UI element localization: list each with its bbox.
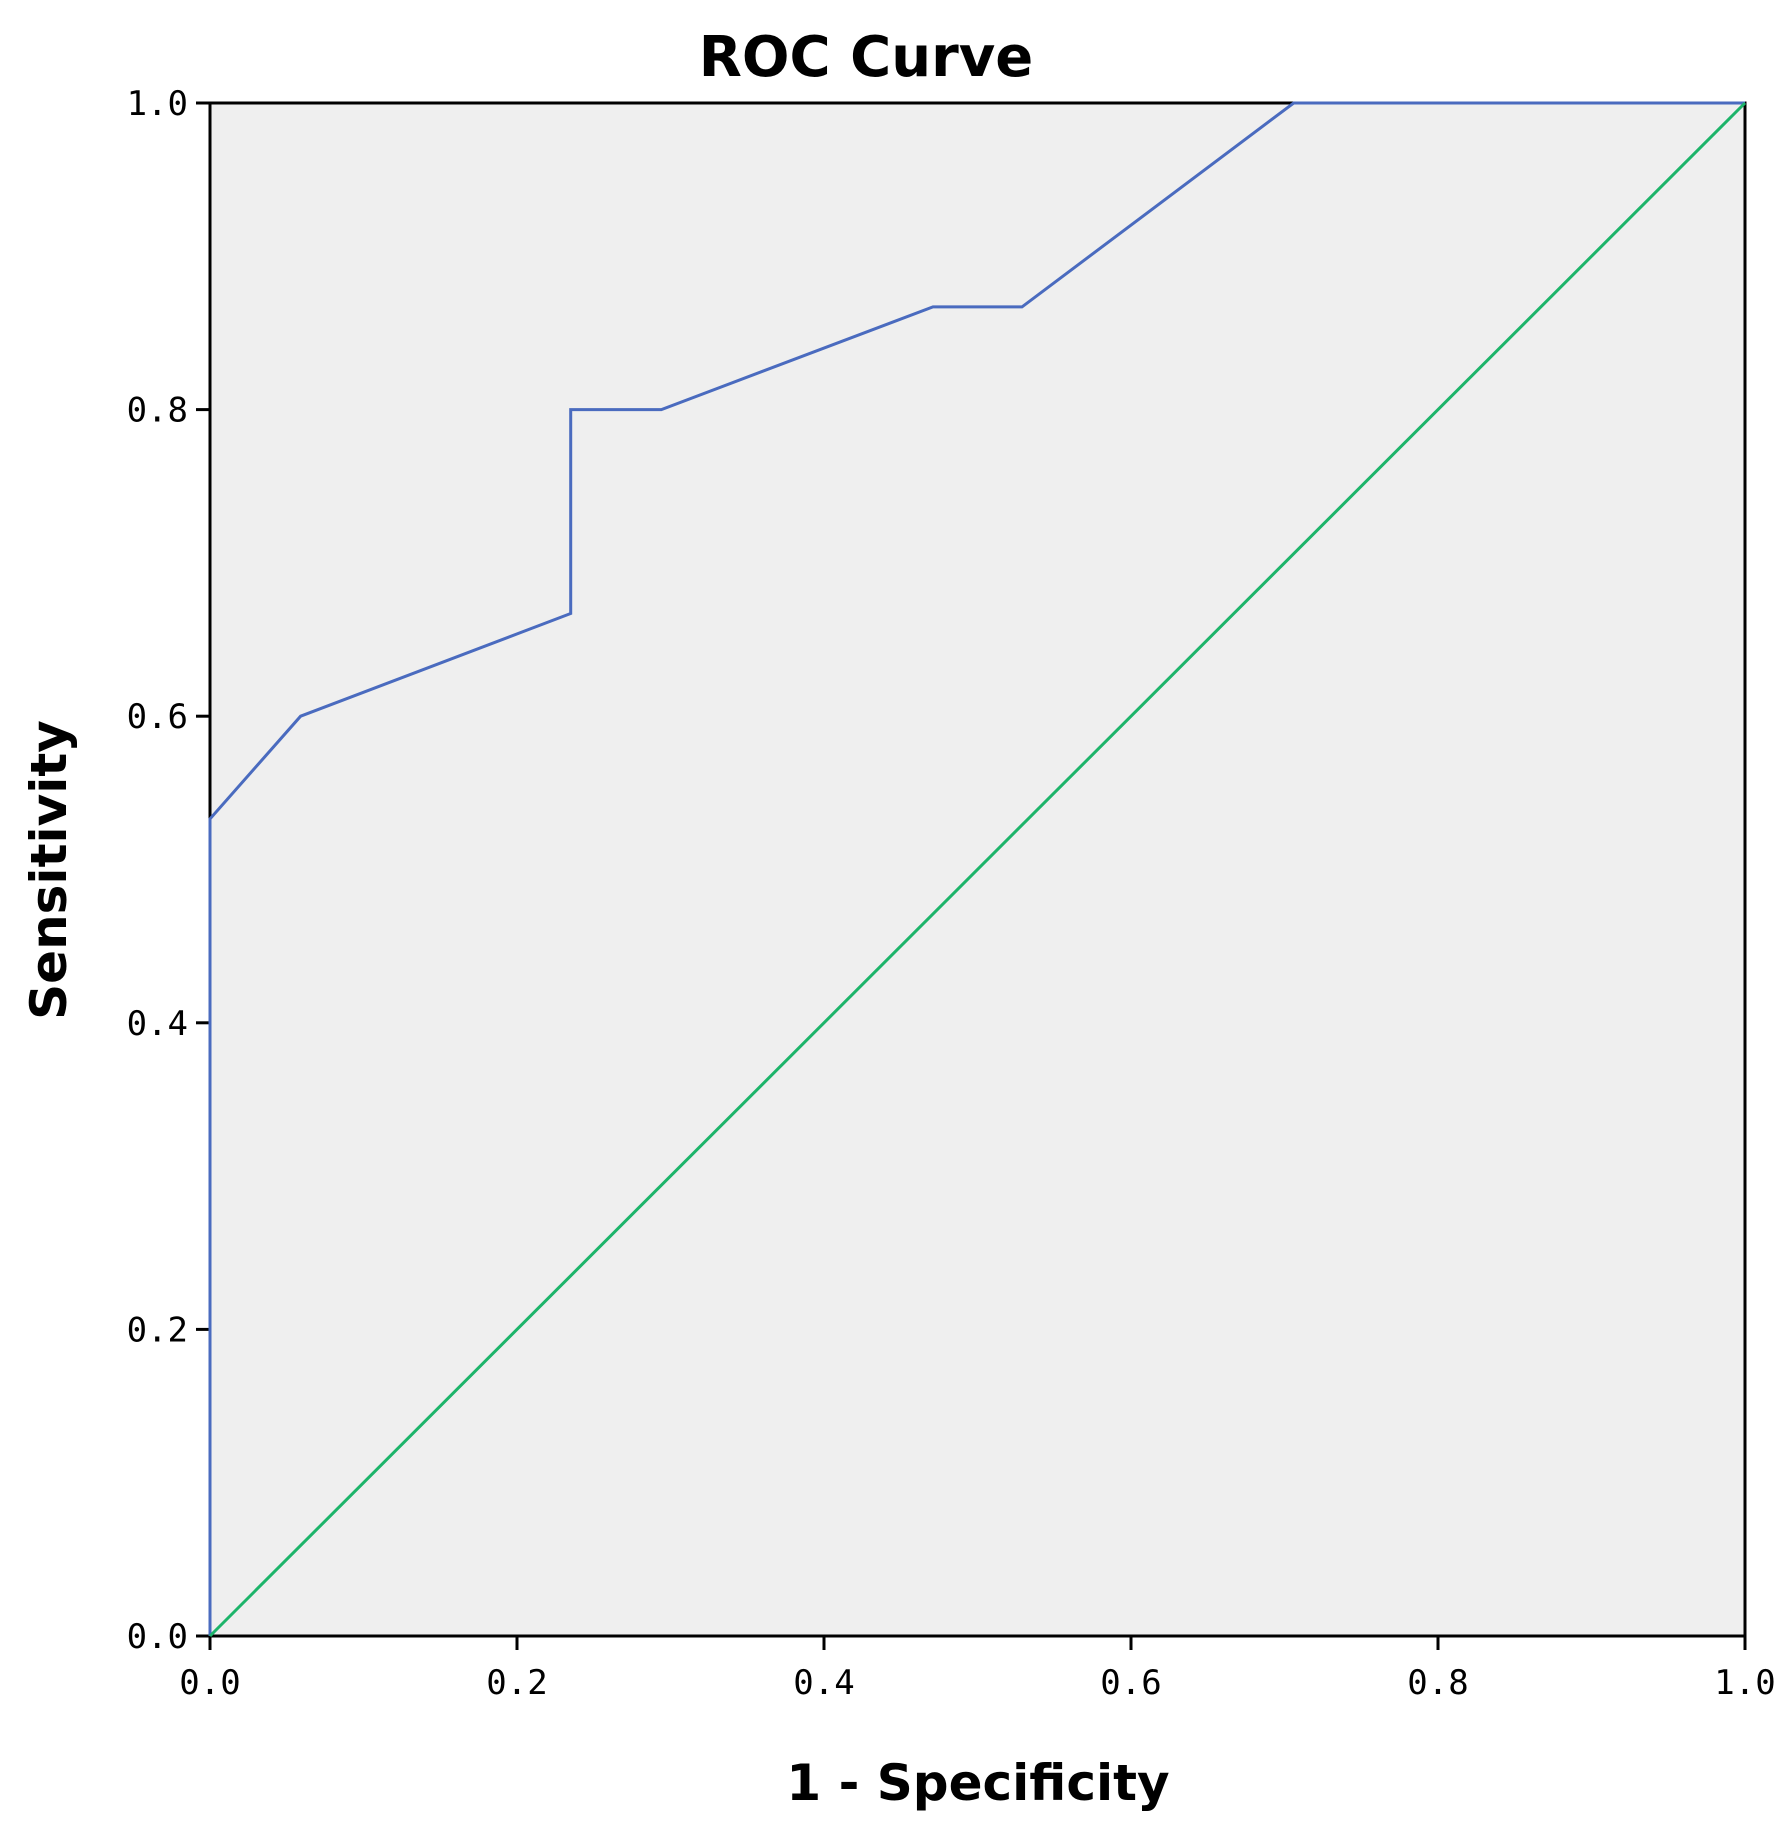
y-tick-label: 0.2 <box>127 1310 188 1350</box>
y-axis-title: Sensitivity <box>20 720 78 1020</box>
x-tick-label: 0.6 <box>1100 1663 1161 1703</box>
x-axis-ticks: 0.0 0.2 0.4 0.6 0.8 1.0 <box>179 1636 1776 1703</box>
y-tick-label: 0.8 <box>127 391 188 431</box>
reference-diagonal-line <box>208 101 1747 1638</box>
y-tick-label: 1.0 <box>127 84 188 124</box>
chart-title: ROC Curve <box>699 25 1033 90</box>
x-axis-title: 1 - Specificity <box>786 1754 1169 1812</box>
y-tick-label: 0.6 <box>127 697 188 737</box>
y-tick-label: 0.4 <box>127 1004 188 1044</box>
x-tick-label: 0.8 <box>1407 1663 1468 1703</box>
roc-curve-line <box>208 101 1745 1636</box>
y-axis-ticks: 0.0 0.2 0.4 0.6 0.8 1.0 <box>127 84 210 1657</box>
x-tick-label: 0.4 <box>793 1663 854 1703</box>
series-layer <box>208 101 1747 1638</box>
y-tick-label: 0.0 <box>127 1617 188 1657</box>
x-tick-label: 0.0 <box>179 1663 240 1703</box>
x-tick-label: 1.0 <box>1714 1663 1775 1703</box>
x-tick-label: 0.2 <box>486 1663 547 1703</box>
